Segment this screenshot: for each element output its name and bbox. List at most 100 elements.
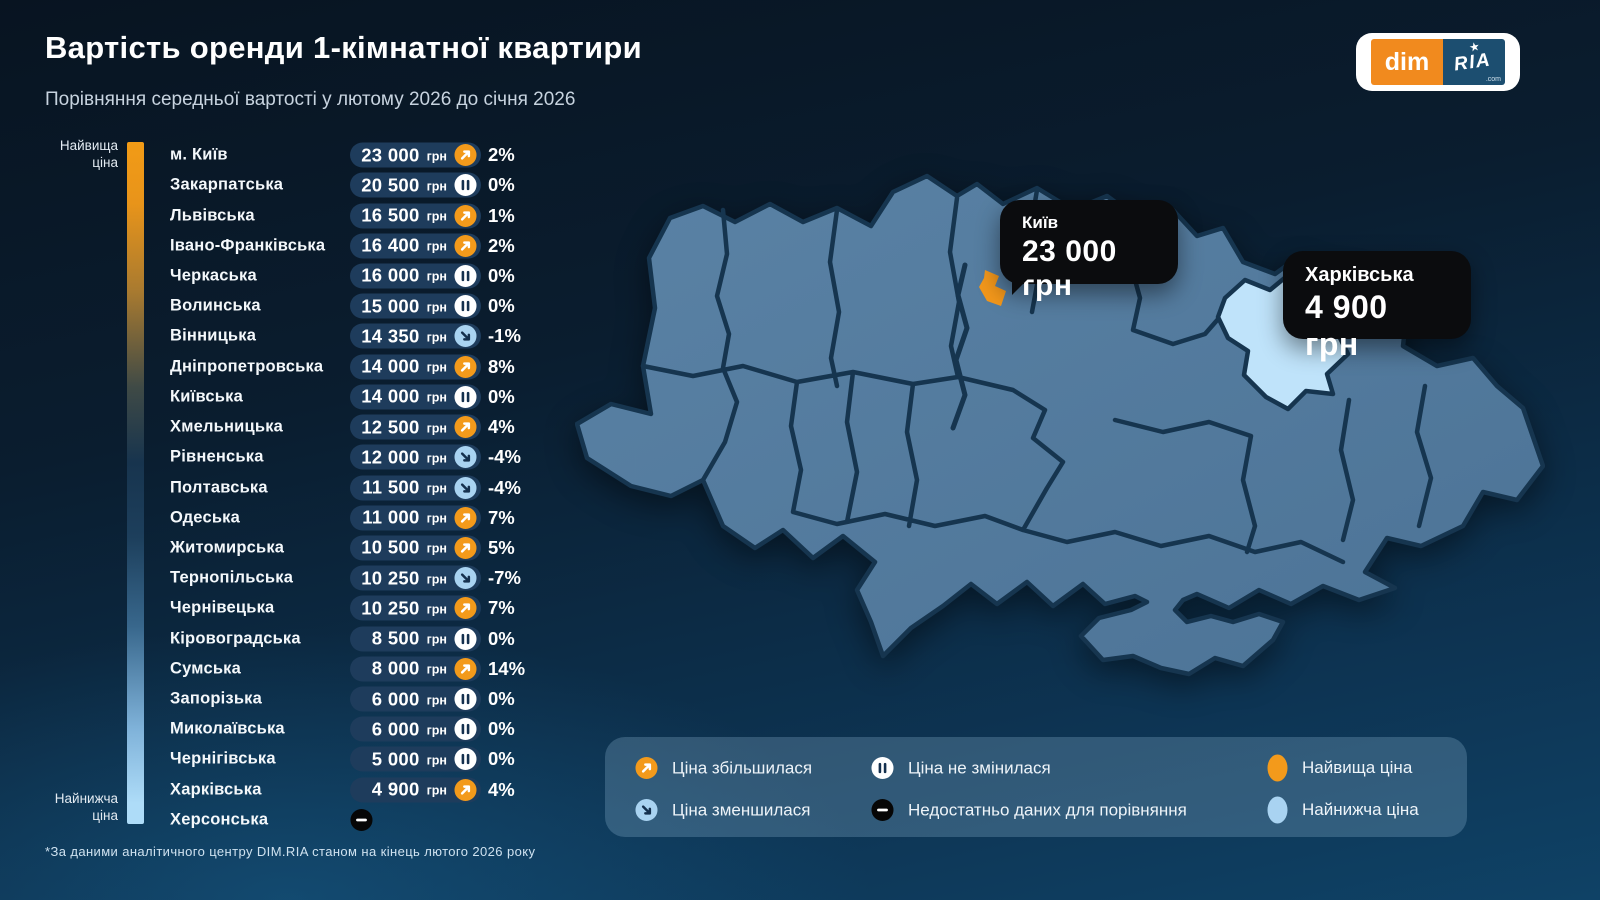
price-value: 16 400	[361, 234, 420, 256]
currency-label: грн	[426, 421, 447, 436]
legend-item-nodata: Недостатньо даних для порівняння	[871, 798, 1187, 822]
change-percent: -4%	[488, 476, 521, 498]
region-row: Рівненська 12 000 грн -4%	[170, 442, 550, 472]
ria-com-text: .com	[1485, 76, 1501, 83]
callout-kharkiv: Харківська 4 900 грн	[1283, 251, 1471, 362]
legend-label: Недостатньо даних для порівняння	[908, 800, 1187, 819]
region-name: Дніпропетровська	[170, 357, 324, 376]
price-pill: 10 250 грн	[350, 565, 481, 591]
page-title: Вартість оренди 1-кімнатної квартири	[45, 30, 642, 65]
callout-region-name: Харківська	[1305, 264, 1414, 286]
currency-label: грн	[426, 360, 447, 375]
region-name: Київська	[170, 387, 243, 406]
trend-up-icon	[454, 657, 477, 680]
price-pill: 16 400 грн	[350, 233, 481, 259]
change-percent: 0%	[488, 295, 515, 317]
change-percent: -1%	[488, 325, 521, 347]
currency-label: грн	[426, 693, 447, 708]
price-pill: 14 350 грн	[350, 323, 481, 349]
price-value: 14 000	[361, 385, 420, 407]
subtitle: Порівняння середньої вартості у лютому 2…	[45, 89, 576, 110]
trend-down-icon	[454, 476, 477, 499]
highest-legend-icon	[1267, 754, 1288, 782]
price-pill: 20 500 грн	[350, 172, 481, 198]
kyiv-city-marker	[979, 270, 1006, 306]
currency-label: грн	[426, 300, 447, 315]
region-list: м. Київ 23 000 грн 2% Закарпатська 20 500 грн 0…	[170, 140, 550, 835]
price-value: 8 500	[371, 627, 420, 649]
price-value: 10 250	[361, 597, 420, 619]
price-value: 10 500	[361, 536, 420, 558]
trend-up-icon	[454, 234, 477, 257]
price-pill: 14 000 грн	[350, 384, 481, 410]
legend-label: Найнижча ціна	[1302, 800, 1419, 819]
region-row: Кіровоградська 8 500 грн 0%	[170, 624, 550, 654]
legend-label: Ціна не змінилася	[908, 758, 1051, 777]
region-row: Київська 14 000 грн 0%	[170, 382, 550, 412]
region-name: Хмельницька	[170, 417, 284, 436]
price-value: 14 350	[361, 325, 420, 347]
nodata-legend-icon	[871, 798, 894, 822]
price-pill: 14 000 грн	[350, 354, 481, 380]
currency-label: грн	[426, 511, 447, 526]
change-percent: 7%	[488, 506, 515, 528]
same-legend-icon	[871, 756, 894, 780]
price-pill: 11 500 грн	[350, 475, 481, 501]
region-row: Миколаївська 6 000 грн 0%	[170, 714, 550, 744]
trend-same-icon	[454, 688, 477, 711]
price-pill: 10 500 грн	[350, 535, 481, 561]
region-row: Харківська 4 900 грн 4%	[170, 775, 550, 805]
trend-same-icon	[454, 264, 477, 288]
trend-down-icon	[454, 325, 477, 348]
region-row: Чернігівська 5 000 грн 0%	[170, 744, 550, 774]
currency-label: грн	[426, 149, 447, 164]
region-row: Львівська 16 500 грн 1%	[170, 200, 550, 230]
trend-same-icon	[454, 385, 477, 408]
price-value: 12 000	[361, 446, 420, 468]
region-row: Хмельницька 12 500 грн 4%	[170, 412, 550, 442]
price-value: 16 500	[361, 204, 420, 226]
change-percent: 5%	[488, 536, 515, 558]
callout-region-name: Київ	[1022, 213, 1059, 232]
region-name: м. Київ	[170, 145, 228, 164]
region-name: Херсонська	[170, 810, 269, 829]
change-percent: 0%	[488, 264, 515, 286]
change-percent: -7%	[488, 567, 521, 589]
scale-highest-label: Найвища ціна	[59, 138, 118, 170]
trend-down-icon	[454, 446, 477, 469]
lowest-legend-icon	[1267, 796, 1288, 824]
price-value: 16 000	[361, 264, 420, 286]
currency-label: грн	[426, 269, 447, 284]
trend-up-icon	[454, 144, 477, 167]
currency-label: грн	[426, 662, 447, 677]
change-percent: 2%	[488, 144, 515, 166]
currency-label: грн	[426, 239, 447, 254]
trend-same-icon	[454, 718, 477, 741]
change-percent: 1%	[488, 204, 515, 226]
change-percent: 0%	[488, 748, 515, 770]
callout-price: 23 000 грн	[1022, 235, 1117, 302]
trend-up-icon	[454, 204, 477, 227]
region-name: Івано-Франківська	[170, 236, 326, 255]
region-row: Сумська 8 000 грн 14%	[170, 654, 550, 684]
region-name: Закарпатська	[170, 175, 284, 194]
price-scale-gradient-bar	[127, 142, 144, 824]
region-row: Вінницька 14 350 грн -1%	[170, 321, 550, 351]
region-row: м. Київ 23 000 грн 2%	[170, 140, 550, 170]
region-name: Рівненська	[170, 447, 264, 466]
legend-label: Ціна зменшилася	[672, 800, 811, 819]
price-pill: 16 000 грн	[350, 263, 481, 289]
price-pill: 12 000 грн	[350, 444, 481, 470]
change-percent: 8%	[488, 355, 515, 377]
currency-label: грн	[426, 390, 447, 405]
change-percent: 2%	[488, 234, 515, 256]
region-name: Тернопільська	[170, 568, 294, 587]
currency-label: грн	[426, 753, 447, 768]
region-name: Чернівецька	[170, 598, 275, 617]
trend-up-icon	[454, 597, 477, 620]
currency-label: грн	[426, 209, 447, 224]
price-value: 6 000	[371, 688, 420, 710]
price-pill: 5 000 грн	[350, 746, 481, 772]
legend-label: Найвища ціна	[1302, 758, 1413, 777]
